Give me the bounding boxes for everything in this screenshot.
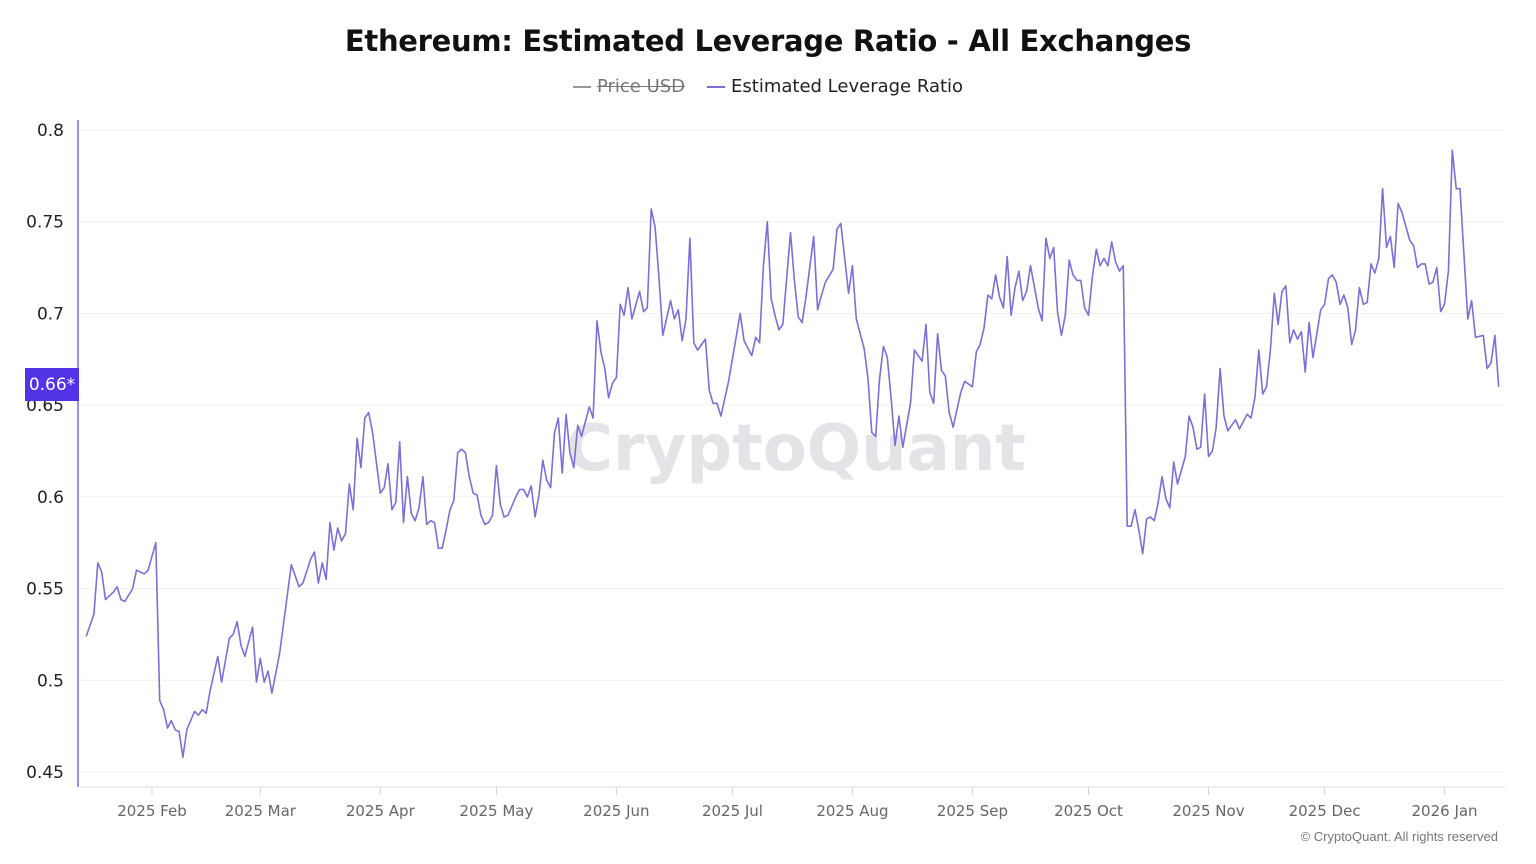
y-tick-label: 0.5	[37, 671, 64, 691]
x-tick-label: 2025 May	[459, 802, 533, 820]
x-tick-label: 2025 Dec	[1289, 802, 1361, 820]
y-tick-label: 0.75	[26, 213, 64, 233]
x-tick-label: 2025 Mar	[225, 802, 297, 820]
legend-item-leverage-ratio[interactable]: Estimated Leverage Ratio	[707, 76, 963, 97]
x-tick-label: 2025 Oct	[1054, 802, 1123, 820]
x-tick-label: 2026 Jan	[1412, 802, 1478, 820]
x-tick-label: 2025 Apr	[346, 802, 416, 820]
chart-title: Ethereum: Estimated Leverage Ratio - All…	[344, 24, 1192, 58]
y-tick-label: 0.65	[26, 396, 64, 416]
x-tick-label: 2025 Jul	[702, 802, 763, 820]
x-tick-label: 2025 Aug	[816, 802, 888, 820]
current-value-badge: 0.66*	[25, 368, 79, 401]
x-tick-label: 2025 Jun	[583, 802, 649, 820]
legend-swatch-price-usd	[572, 85, 591, 88]
x-tick-label: 2025 Feb	[117, 802, 187, 820]
y-tick-label: 0.7	[37, 304, 64, 324]
y-tick-label: 0.6	[37, 488, 64, 508]
y-tick-label: 0.55	[26, 580, 64, 600]
legend-swatch-leverage-ratio	[707, 85, 726, 88]
legend-item-price-usd[interactable]: Price USD	[572, 76, 686, 97]
legend-label-price-usd: Price USD	[596, 76, 686, 97]
copyright-text: © CryptoQuant. All rights reserved	[1300, 829, 1498, 844]
legend: Price USD Estimated Leverage Ratio	[0, 76, 1536, 97]
legend-label-leverage-ratio: Estimated Leverage Ratio	[731, 76, 964, 97]
watermark-logo: CryptoQuant	[566, 412, 1026, 486]
x-tick-label: 2025 Sep	[937, 802, 1008, 820]
x-tick-label: 2025 Nov	[1172, 802, 1244, 820]
series-line-leverage-ratio[interactable]	[85, 149, 1500, 759]
y-tick-label: 0.8	[37, 121, 64, 141]
y-tick-label: 0.45	[26, 763, 64, 783]
